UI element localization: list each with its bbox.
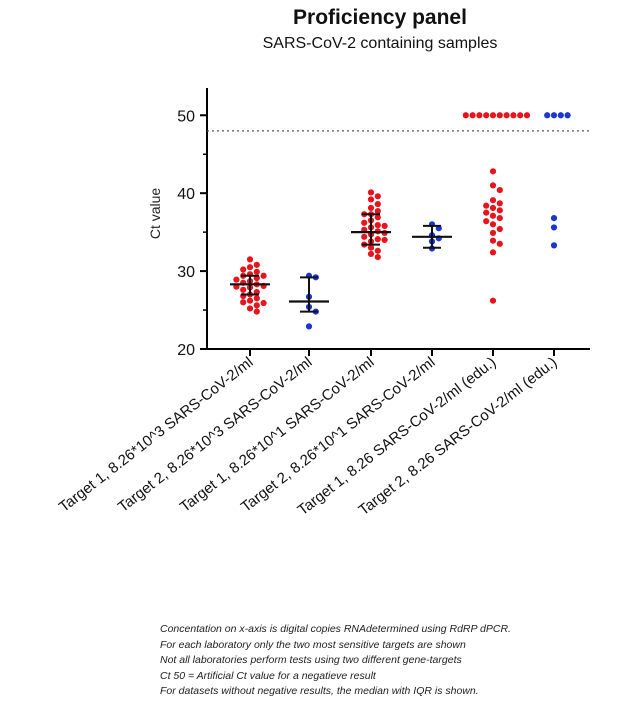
data-point	[246, 297, 254, 304]
data-point	[253, 302, 260, 309]
footnote-5: For datasets without negative results, t…	[160, 685, 479, 697]
data-point	[489, 249, 497, 256]
data-point	[253, 308, 260, 315]
data-point	[489, 112, 497, 119]
data-point	[496, 112, 503, 119]
data-point	[496, 186, 503, 194]
data-point	[246, 305, 254, 312]
data-point	[367, 196, 375, 203]
data-point	[240, 286, 247, 293]
data-point	[496, 207, 503, 214]
chart-title: Proficiency panel	[293, 6, 467, 29]
data-point	[483, 112, 490, 119]
data-point	[361, 233, 368, 240]
data-point	[374, 193, 381, 200]
data-point	[240, 266, 247, 273]
data-point	[489, 229, 497, 237]
data-point	[246, 264, 254, 271]
data-point	[510, 112, 517, 119]
data-point	[374, 207, 381, 215]
data-point	[550, 224, 558, 231]
y-tick-label: 50	[177, 108, 195, 125]
footnote-1: Concentation on x-axis is digital copies…	[160, 623, 511, 635]
data-point	[253, 295, 260, 302]
data-point	[544, 112, 551, 119]
y-tick-label: 40	[177, 186, 195, 203]
data-point	[374, 200, 381, 208]
data-point	[305, 323, 313, 330]
data-point	[260, 299, 267, 307]
data-point	[489, 221, 497, 228]
data-point	[496, 215, 503, 222]
data-point	[489, 237, 497, 244]
data-point	[550, 112, 558, 119]
footnote-4: Ct 50 = Artificial Ct value for a negati…	[160, 669, 376, 682]
data-point	[557, 112, 564, 119]
data-point	[361, 219, 368, 226]
data-point	[503, 112, 510, 119]
data-point	[517, 112, 524, 119]
data-point	[374, 253, 381, 261]
data-point	[483, 218, 490, 225]
data-point	[550, 242, 558, 249]
data-point	[469, 112, 476, 119]
data-point	[489, 168, 497, 175]
data-point	[564, 112, 571, 119]
footnotes: Concentation on x-axis is digital copies…	[160, 622, 640, 700]
data-point	[489, 197, 497, 204]
y-tick-label: 20	[177, 342, 195, 359]
data-point	[246, 256, 254, 263]
data-point	[489, 182, 497, 189]
data-point	[367, 204, 375, 212]
data-point	[489, 204, 497, 212]
footnote-3: Not all laboratories perform tests using…	[160, 654, 462, 666]
data-point	[489, 297, 497, 304]
data-point	[381, 236, 388, 244]
data-point	[496, 240, 503, 247]
data-point	[374, 222, 381, 229]
footnote-2: For each laboratory only the two most se…	[160, 638, 466, 651]
data-point	[496, 225, 503, 233]
y-tick-label: 30	[177, 264, 195, 281]
data-point	[253, 261, 260, 268]
data-point	[496, 200, 503, 207]
chart-subtitle: SARS-CoV-2 containing samples	[262, 35, 498, 52]
data-point	[374, 214, 381, 221]
data-point	[367, 189, 375, 196]
y-axis-label: Ct value	[147, 188, 163, 240]
data-point	[381, 222, 388, 230]
data-point	[483, 209, 490, 216]
data-point	[523, 112, 531, 119]
data-point	[374, 236, 381, 243]
data-point	[489, 212, 497, 219]
data-point	[253, 268, 260, 275]
data-point	[476, 112, 483, 119]
data-point	[367, 244, 375, 251]
data-point	[367, 250, 375, 258]
data-point	[483, 202, 490, 209]
data-point	[240, 299, 247, 306]
data-point	[550, 215, 558, 222]
data-point	[260, 272, 267, 279]
data-point	[462, 112, 469, 119]
data-point	[233, 276, 240, 283]
data-point	[374, 247, 381, 254]
